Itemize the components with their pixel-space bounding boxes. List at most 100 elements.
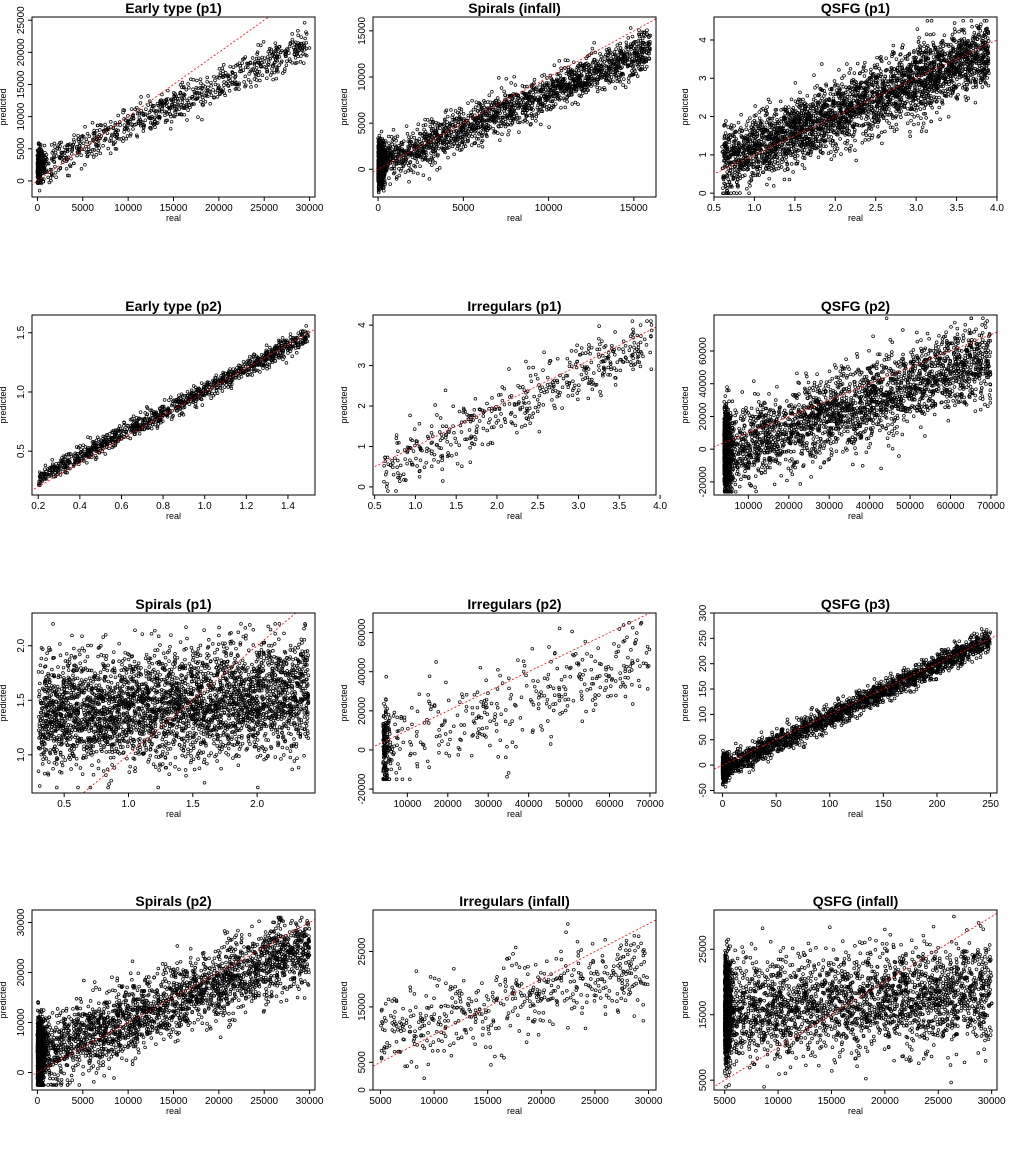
scatter-point	[55, 176, 58, 179]
scatter-point	[514, 84, 517, 87]
scatter-point	[906, 122, 909, 125]
scatter-point	[389, 183, 392, 186]
scatter-point	[641, 37, 644, 40]
scatter-point	[596, 90, 599, 93]
scatter-point	[380, 130, 383, 133]
scatter-point	[91, 121, 94, 124]
scatter-point	[505, 77, 508, 80]
scatter-point	[616, 54, 619, 57]
scatter-point	[446, 115, 449, 118]
scatter-point	[614, 87, 617, 90]
scatter-points	[377, 27, 652, 194]
scatter-point	[416, 161, 419, 164]
scatter-point	[247, 78, 250, 81]
scatter-point	[964, 95, 967, 98]
scatter-point	[471, 99, 474, 102]
scatter-point	[390, 135, 393, 138]
scatter-point	[53, 142, 56, 145]
scatter-point	[161, 93, 164, 96]
scatter-point	[725, 120, 728, 123]
scatter-point	[600, 55, 603, 58]
scatter-point	[308, 47, 311, 50]
scatter-point	[392, 128, 395, 131]
scatter-point	[749, 117, 752, 120]
scatter-point	[261, 74, 264, 77]
scatter-point	[186, 119, 189, 122]
scatter-point	[273, 71, 276, 74]
scatter-point	[188, 97, 191, 100]
scatter-point	[300, 36, 303, 39]
scatter-point	[846, 63, 849, 66]
scatter-point	[638, 29, 641, 32]
scatter-point	[508, 129, 511, 132]
scatter-point	[65, 167, 68, 170]
scatter-point	[477, 144, 480, 147]
scatter-point	[627, 48, 630, 51]
scatter-point	[888, 62, 891, 65]
x-axis-label: real	[166, 213, 181, 223]
scatter-point	[833, 80, 836, 83]
x-tick-label: 25000	[250, 203, 278, 214]
scatter-point	[222, 70, 225, 73]
scatter-point	[181, 81, 184, 84]
scatter-point	[951, 33, 954, 36]
scatter-point	[130, 108, 133, 111]
scatter-point	[548, 105, 551, 108]
scatter-point	[224, 72, 227, 75]
scatter-point	[814, 95, 817, 98]
scatter-point	[303, 21, 306, 24]
scatter-point	[86, 132, 89, 135]
y-tick-label: 0	[357, 166, 368, 172]
scatter-point	[644, 68, 647, 71]
scatter-point	[423, 128, 426, 131]
scatter-point	[297, 29, 300, 32]
scatter-point	[271, 67, 274, 70]
scatter-point	[388, 142, 391, 145]
scatter-point	[88, 135, 91, 138]
scatter-point	[107, 147, 110, 150]
scatter-point	[636, 75, 639, 78]
scatter-point	[491, 90, 494, 93]
scatter-point	[431, 164, 434, 167]
scatter-point	[123, 131, 126, 134]
scatter-point	[539, 83, 542, 86]
scatter-point	[970, 19, 973, 22]
scatter-point	[796, 154, 799, 157]
scatter-point	[70, 153, 73, 156]
scatter-point	[447, 156, 450, 159]
scatter-point	[187, 83, 190, 86]
scatter-point	[187, 109, 190, 112]
scatter-point	[429, 161, 432, 164]
scatter-point	[50, 179, 53, 182]
scatter-point	[849, 67, 852, 70]
scatter-point	[745, 124, 748, 127]
scatter-point	[571, 103, 574, 106]
scatter-point	[378, 134, 381, 137]
scatter-point	[498, 139, 501, 142]
x-tick-label: 30000	[296, 203, 324, 214]
y-axis-label: predicted	[0, 88, 8, 125]
scatter-point	[559, 74, 562, 77]
scatter-point	[564, 106, 567, 109]
scatter-point	[66, 150, 69, 153]
scatter-point	[591, 47, 594, 50]
scatter-point	[836, 147, 839, 150]
scatter-point	[565, 93, 568, 96]
scatter-point	[147, 95, 150, 98]
x-tick-label: 5000	[452, 203, 475, 214]
scatter-point	[577, 103, 580, 106]
scatter-point	[402, 140, 405, 143]
scatter-point	[272, 78, 275, 81]
scatter-point	[38, 189, 41, 192]
scatter-point	[929, 33, 932, 36]
scatter-point	[932, 56, 935, 59]
scatter-point	[916, 28, 919, 31]
scatter-point	[560, 106, 563, 109]
scatter-point	[250, 86, 253, 89]
scatter-point	[404, 171, 407, 174]
scatter-point	[209, 102, 212, 105]
scatter-point	[467, 102, 470, 105]
scatter-point	[204, 100, 207, 103]
scatter-point	[181, 101, 184, 104]
